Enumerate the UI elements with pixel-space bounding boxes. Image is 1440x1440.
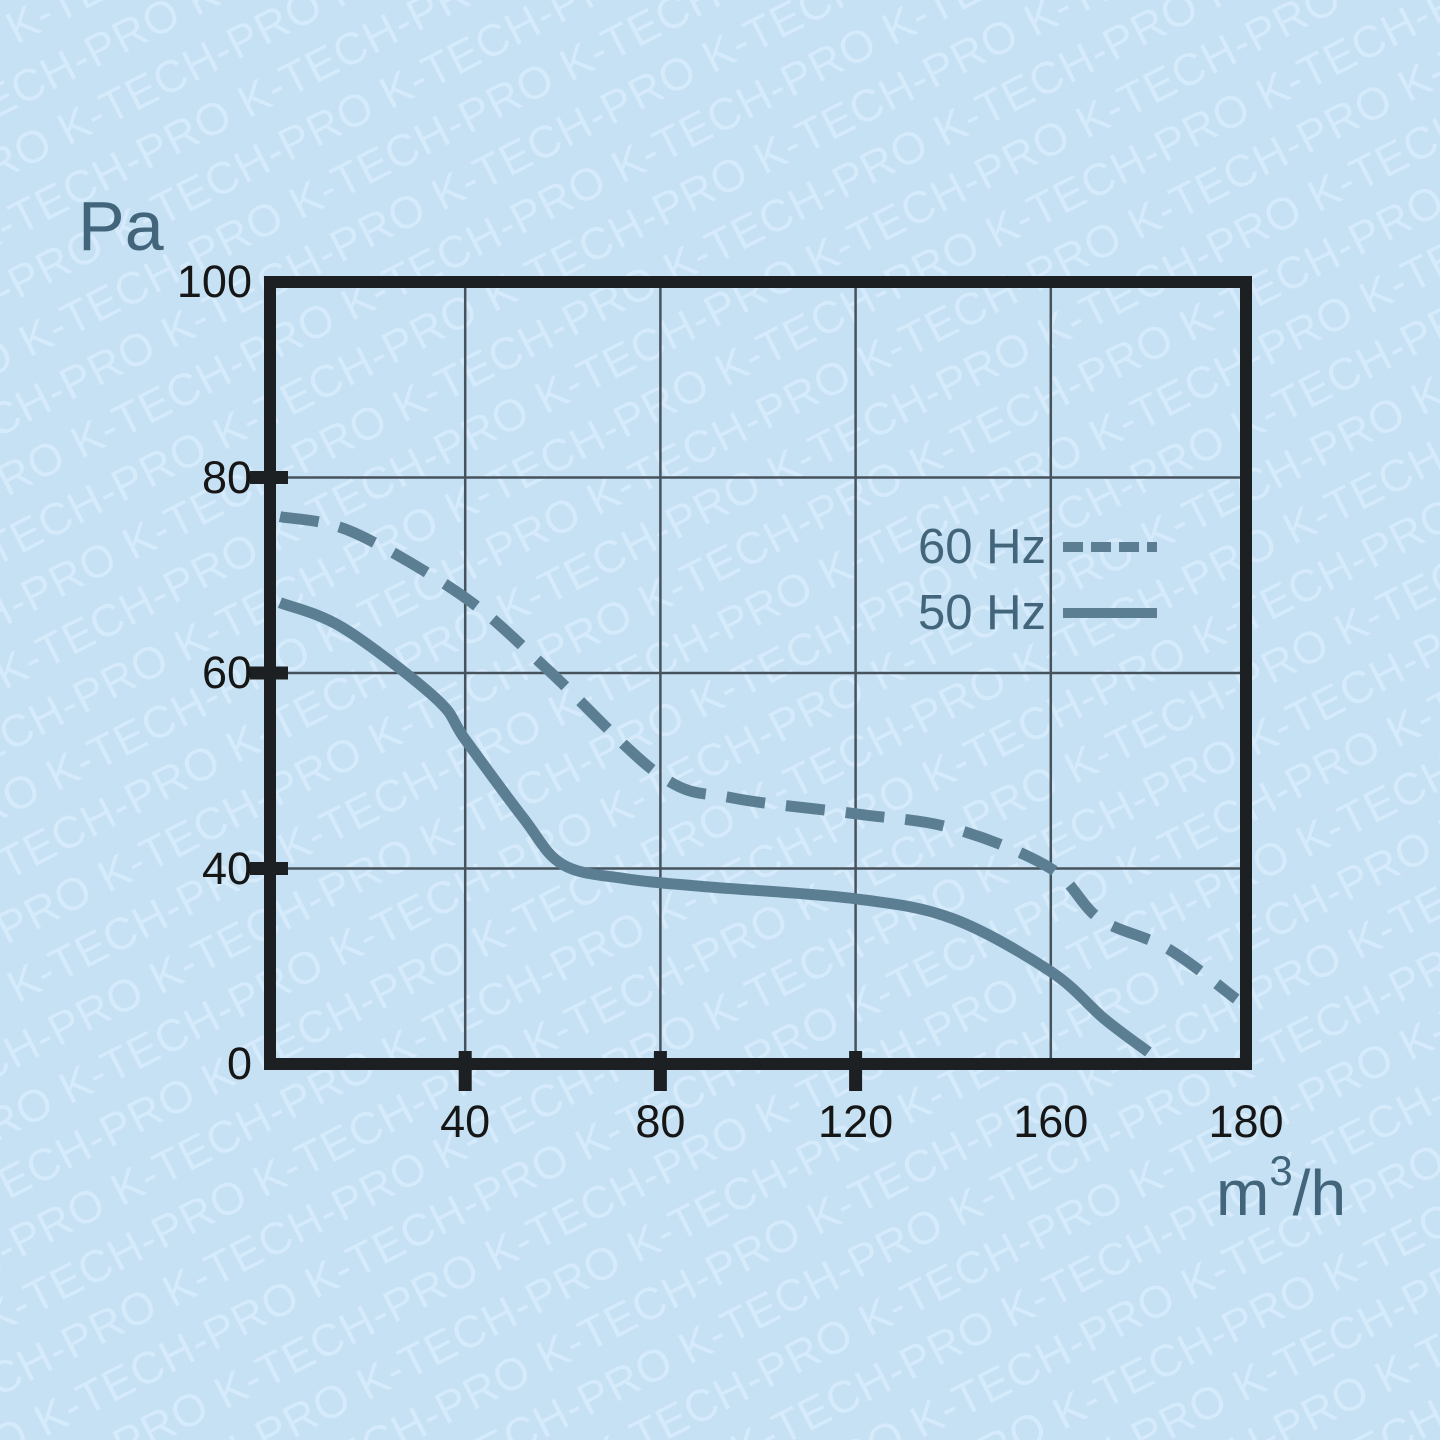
- y-tick-label-60: 60: [201, 647, 252, 698]
- fan-curve-chart: [250, 276, 1252, 1091]
- legend-item-50hz: 50 Hz: [800, 586, 1157, 640]
- x-unit-base: m: [1216, 1157, 1270, 1229]
- x-unit-rest: /h: [1292, 1157, 1347, 1229]
- curve-60hz: [278, 511, 1240, 1004]
- legend-label-60hz: 60 Hz: [917, 520, 1046, 574]
- x-tick-label-120: 120: [818, 1096, 894, 1147]
- legend-dashed-line-sample: [1063, 542, 1157, 552]
- y-tick-label-40: 40: [201, 842, 252, 894]
- y-tick-label-80: 80: [201, 451, 252, 503]
- y-tick-label-100: 100: [176, 256, 252, 307]
- y-axis-unit-label: Pa: [78, 187, 164, 265]
- legend-item-60hz: 60 Hz: [800, 520, 1157, 574]
- legend-label-50hz: 50 Hz: [917, 586, 1046, 640]
- curve-50hz: [277, 597, 1152, 1057]
- x-tick-label-80: 80: [635, 1096, 686, 1147]
- x-tick-label-180: 180: [1208, 1096, 1284, 1147]
- x-axis-unit-label: m3/h: [1216, 1150, 1347, 1229]
- x-tick-label-40: 40: [440, 1096, 491, 1147]
- x-tick-label-160: 160: [1013, 1096, 1089, 1147]
- x-unit-superscript: 3: [1269, 1147, 1293, 1194]
- legend-solid-line-sample: [1063, 608, 1157, 618]
- y-tick-label-0: 0: [226, 1038, 252, 1089]
- plot-area: [250, 276, 1252, 1091]
